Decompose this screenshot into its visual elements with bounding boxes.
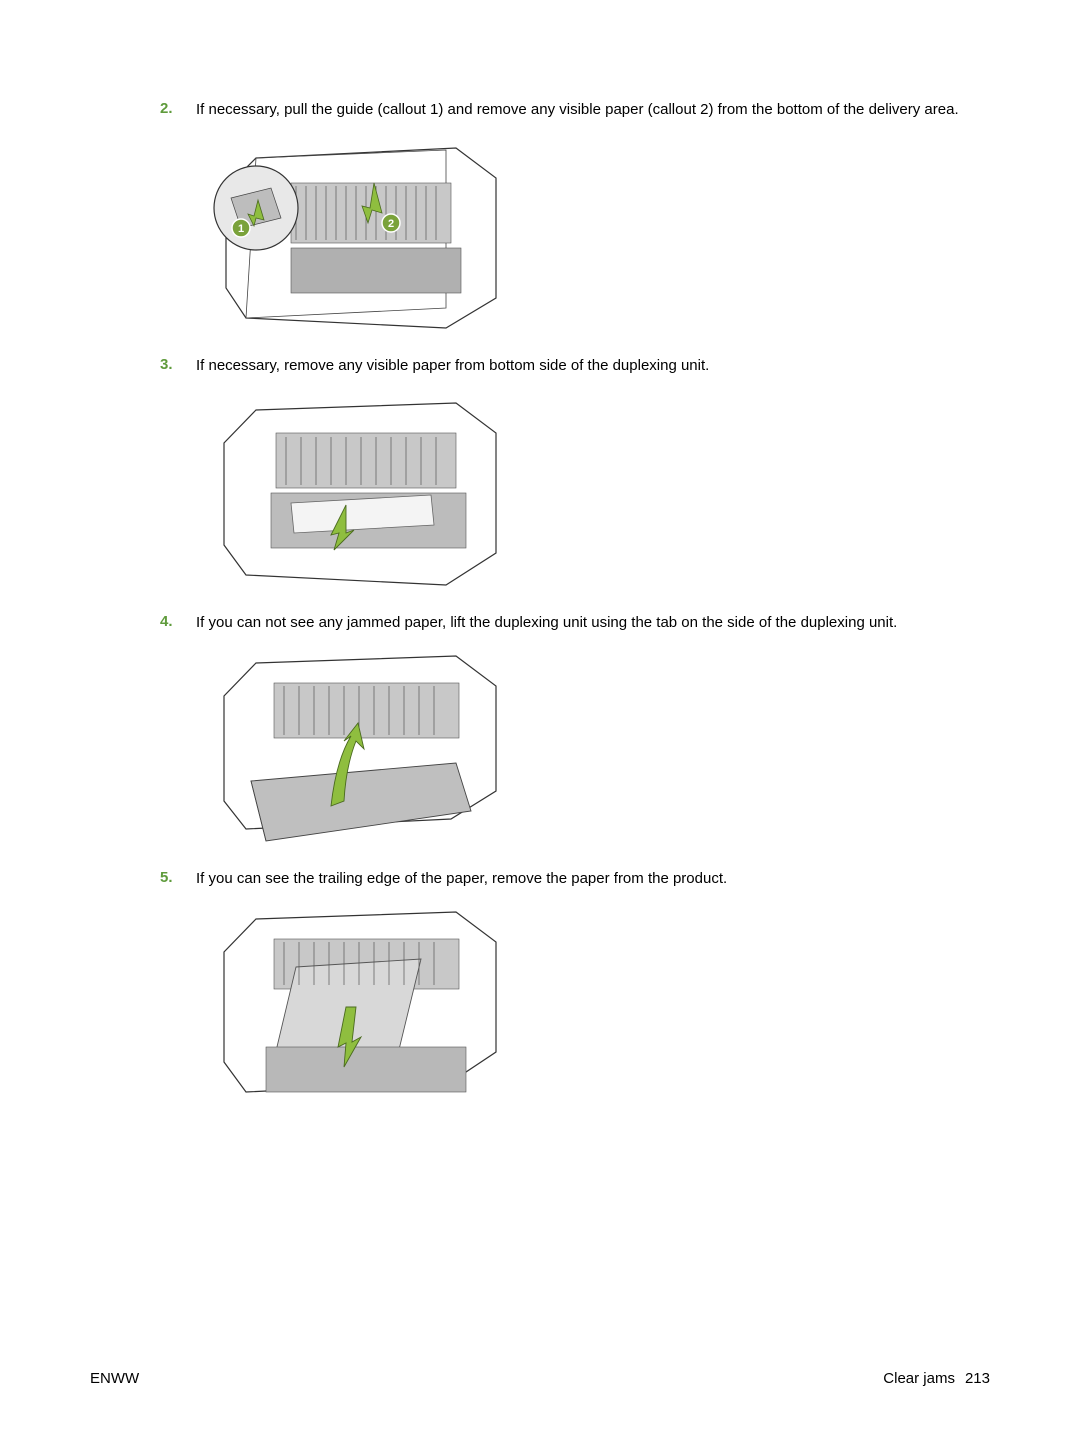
printer-illustration-2: 1 2 (196, 128, 516, 338)
step-text: If necessary, remove any visible paper f… (196, 356, 709, 376)
footer-page-number: 213 (965, 1370, 990, 1387)
footer-left: ENWW (90, 1370, 139, 1387)
step-text: If necessary, pull the guide (callout 1)… (196, 100, 959, 120)
content-area: 2. If necessary, pull the guide (callout… (160, 100, 970, 1107)
step-number: 2. (160, 100, 196, 117)
printer-illustration-5 (196, 897, 516, 1107)
callout-2-label: 2 (388, 218, 394, 230)
footer-section: Clear jams (883, 1370, 955, 1387)
figure-step-2: 1 2 (196, 128, 970, 338)
printer-illustration-3 (196, 385, 516, 595)
step-number: 4. (160, 613, 196, 630)
footer-right: Clear jams 213 (883, 1370, 990, 1387)
callout-1-label: 1 (238, 223, 244, 235)
step-number: 3. (160, 356, 196, 373)
printer-illustration-4 (196, 641, 516, 851)
page-footer: ENWW Clear jams 213 (90, 1370, 990, 1387)
figure-step-3 (196, 385, 970, 595)
step-5: 5. If you can see the trailing edge of t… (160, 869, 970, 889)
step-2: 2. If necessary, pull the guide (callout… (160, 100, 970, 120)
figure-step-5 (196, 897, 970, 1107)
figure-step-4 (196, 641, 970, 851)
step-text: If you can see the trailing edge of the … (196, 869, 727, 889)
step-3: 3. If necessary, remove any visible pape… (160, 356, 970, 376)
step-number: 5. (160, 869, 196, 886)
step-4: 4. If you can not see any jammed paper, … (160, 613, 970, 633)
step-text: If you can not see any jammed paper, lif… (196, 613, 897, 633)
